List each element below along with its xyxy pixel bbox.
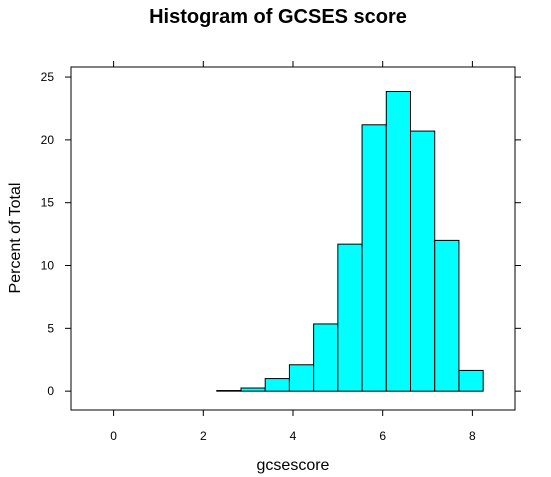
y-axis-label: Percent of Total: [7, 183, 24, 294]
histogram-bar: [264, 378, 290, 392]
bars-group: [216, 91, 484, 392]
histogram-bar: [337, 243, 363, 392]
histogram-bar: [313, 323, 339, 392]
histogram-bar: [216, 390, 242, 392]
y-tick-label: 25: [41, 70, 55, 84]
y-axis: 0 5 10 15 20 25: [41, 70, 521, 398]
x-axis-label: gcsescore: [257, 457, 330, 474]
y-tick-label: 10: [41, 259, 55, 273]
histogram-bar: [410, 130, 436, 392]
x-axis: 0 2 4 6 8: [110, 61, 476, 443]
y-tick-label: 0: [47, 384, 54, 398]
x-tick-label: 4: [290, 429, 297, 443]
histogram-bar: [458, 369, 484, 392]
x-tick-label: 2: [200, 429, 207, 443]
histogram-bar: [385, 91, 411, 392]
y-tick-label: 5: [47, 321, 54, 335]
x-tick-label: 8: [469, 429, 476, 443]
y-tick-label: 20: [41, 133, 55, 147]
chart-title: Histogram of GCSES score: [149, 6, 407, 28]
histogram-bar: [434, 239, 460, 392]
x-tick-label: 0: [110, 429, 117, 443]
histogram-bar: [288, 364, 315, 392]
x-tick-label: 6: [379, 429, 386, 443]
histogram-bar: [361, 124, 387, 392]
histogram-bar: [240, 387, 266, 392]
y-tick-label: 15: [41, 196, 55, 210]
